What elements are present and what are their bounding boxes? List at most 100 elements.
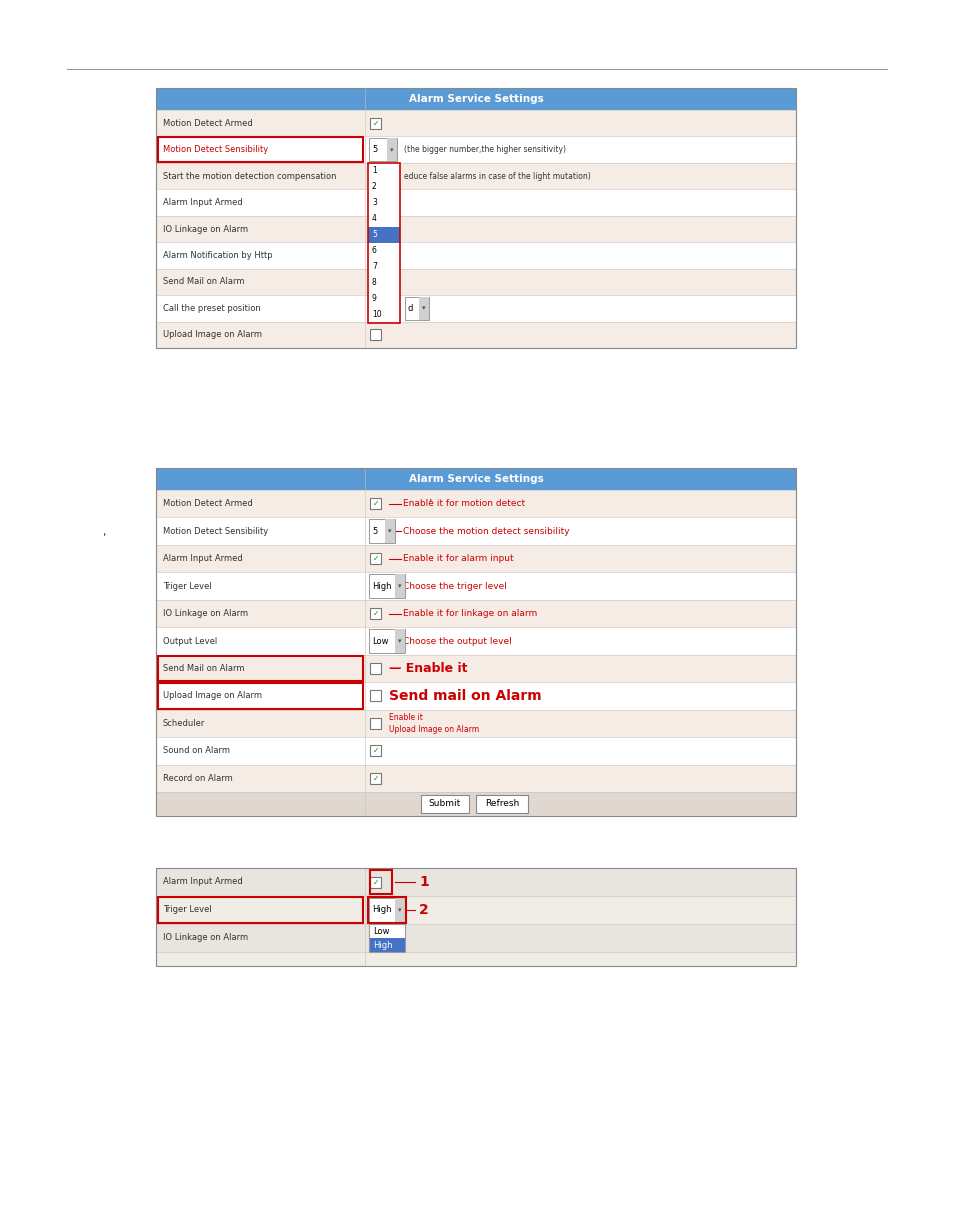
Bar — [156, 737, 795, 764]
Text: 5: 5 — [372, 145, 376, 154]
Bar — [369, 138, 396, 161]
Bar — [368, 179, 399, 195]
Bar — [156, 655, 795, 682]
Bar — [368, 211, 399, 226]
Bar — [368, 243, 399, 259]
Bar — [395, 630, 405, 653]
Text: 9: 9 — [372, 294, 376, 304]
Text: Motion Detect Sensibility: Motion Detect Sensibility — [163, 145, 268, 154]
Bar — [369, 630, 405, 653]
Bar — [370, 745, 381, 757]
Bar — [395, 574, 405, 598]
Bar — [156, 627, 795, 655]
Bar — [156, 792, 795, 816]
Text: Start the motion detection compensation: Start the motion detection compensation — [163, 172, 336, 180]
Bar — [370, 608, 381, 619]
Text: Sound on Alarm: Sound on Alarm — [163, 746, 230, 756]
Text: Upload Image on Alarm: Upload Image on Alarm — [389, 725, 478, 734]
Bar — [420, 794, 469, 813]
Bar — [156, 868, 795, 896]
Bar — [395, 899, 405, 922]
Text: ✓: ✓ — [373, 555, 378, 563]
Bar — [156, 137, 795, 163]
Text: ✓: ✓ — [373, 499, 378, 509]
Text: ✓: ✓ — [373, 119, 378, 127]
Text: ▾: ▾ — [388, 528, 392, 534]
Bar — [369, 297, 396, 320]
Bar — [368, 306, 399, 323]
Bar — [156, 163, 795, 189]
Text: IO Linkage on Alarm: IO Linkage on Alarm — [163, 609, 248, 618]
Bar — [156, 322, 795, 348]
Text: Enable it for alarm input: Enable it for alarm input — [402, 555, 513, 563]
Text: ▾: ▾ — [397, 582, 401, 589]
Bar — [418, 297, 429, 320]
Text: Choose the motion detect sensibility: Choose the motion detect sensibility — [402, 527, 569, 535]
Bar — [156, 573, 795, 599]
Bar — [156, 517, 795, 545]
Bar — [158, 137, 363, 162]
Bar — [156, 868, 795, 966]
Bar — [368, 226, 399, 243]
Bar — [369, 520, 395, 543]
Bar — [369, 899, 405, 922]
Text: ,: , — [102, 527, 106, 536]
Text: ,: , — [428, 493, 432, 503]
Bar — [156, 952, 795, 966]
Text: 1: 1 — [372, 166, 376, 176]
Bar — [369, 939, 405, 952]
Bar — [405, 297, 429, 320]
Bar — [368, 163, 399, 323]
Text: Enable it: Enable it — [389, 713, 422, 722]
Bar — [370, 877, 381, 888]
Bar — [156, 242, 795, 269]
Bar — [370, 869, 392, 894]
Bar — [369, 924, 405, 952]
Text: Choose the output level: Choose the output level — [402, 637, 511, 645]
Bar — [158, 897, 363, 923]
Text: ▾: ▾ — [397, 907, 401, 913]
Bar — [370, 773, 381, 784]
Bar — [156, 710, 795, 737]
Text: Upload Image on Alarm: Upload Image on Alarm — [163, 331, 262, 339]
Bar — [156, 467, 795, 490]
Text: Alarm Input Armed: Alarm Input Armed — [163, 199, 242, 207]
Bar — [368, 291, 399, 306]
Bar — [156, 88, 795, 348]
Text: ✓: ✓ — [373, 746, 378, 756]
Text: Triger Level: Triger Level — [163, 581, 212, 591]
Text: ✓: ✓ — [373, 609, 378, 618]
Text: 5: 5 — [372, 230, 376, 240]
Bar — [156, 269, 795, 295]
Text: High: High — [372, 581, 391, 591]
Bar — [387, 297, 396, 320]
Text: 7: 7 — [372, 263, 376, 271]
Text: educe false alarms in case of the light mutation): educe false alarms in case of the light … — [403, 172, 590, 180]
Bar — [370, 662, 381, 675]
Bar — [156, 110, 795, 137]
Text: d: d — [372, 304, 377, 312]
Text: Motion Detect Armed: Motion Detect Armed — [163, 499, 253, 509]
Text: ▾: ▾ — [422, 305, 425, 311]
Text: Choose the triger level: Choose the triger level — [402, 581, 506, 591]
Text: ▾: ▾ — [390, 147, 394, 153]
Bar — [368, 897, 406, 923]
Bar — [369, 574, 405, 598]
Text: 5: 5 — [372, 527, 376, 535]
Text: Triger Level: Triger Level — [163, 906, 212, 914]
Text: Call the preset position: Call the preset position — [163, 304, 260, 312]
Bar — [369, 924, 405, 939]
Bar — [156, 467, 795, 816]
Text: Enable it for motion detect: Enable it for motion detect — [402, 499, 524, 509]
Text: 1: 1 — [418, 876, 428, 889]
Text: (the bigger number,the higher sensitivity): (the bigger number,the higher sensitivit… — [403, 145, 565, 154]
Text: Send Mail on Alarm: Send Mail on Alarm — [163, 277, 244, 286]
Bar — [156, 545, 795, 573]
Bar — [156, 295, 795, 322]
Bar — [387, 138, 396, 161]
Text: 2: 2 — [418, 903, 428, 917]
Bar — [158, 683, 363, 708]
Text: 8: 8 — [372, 279, 376, 287]
Bar — [385, 520, 395, 543]
Text: 2: 2 — [372, 183, 376, 191]
